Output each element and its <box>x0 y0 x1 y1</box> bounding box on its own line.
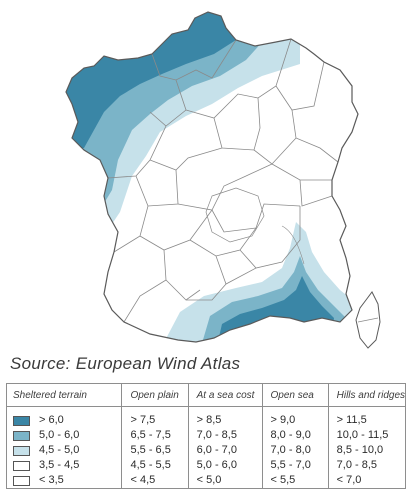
legend-value: 7,0 - 8,5 <box>336 459 377 471</box>
legend-header: At a sea cost <box>196 390 255 401</box>
legend-row: 5,0 - 6,0 <box>13 428 121 443</box>
france-map-svg <box>65 11 381 349</box>
legend-value: 6,0 - 7,0 <box>196 444 237 456</box>
region-boundaries <box>107 38 339 323</box>
legend-col-open-sea: Open sea > 9,0 8,0 - 9,0 7,0 - 8,0 5,5 -… <box>261 384 328 488</box>
legend-table: Sheltered terrain > 6,0 5,0 - 6,0 4,5 - … <box>6 383 406 489</box>
legend-row: < 3,5 <box>13 473 121 488</box>
legend-value: 5,5 - 6,5 <box>130 444 171 456</box>
legend-value: 10,0 - 11,5 <box>336 429 389 441</box>
legend-value: 4,5 - 5,5 <box>130 459 171 471</box>
legend-col-sheltered-terrain: Sheltered terrain > 6,0 5,0 - 6,0 4,5 - … <box>7 384 122 488</box>
legend-value: > 8,5 <box>196 414 222 426</box>
france-outline <box>65 11 359 343</box>
legend-header: Hills and ridges <box>336 390 406 401</box>
legend-row: 4,5 - 5,0 <box>13 443 121 458</box>
legend-header: Open plain <box>130 390 179 401</box>
legend-value: 5,0 - 6,0 <box>196 459 237 471</box>
legend-col-sea-coast: At a sea cost > 8,5 7,0 - 8,5 6,0 - 7,0 … <box>187 384 262 488</box>
legend-value: 7,0 - 8,5 <box>196 429 237 441</box>
wind-map <box>65 11 381 349</box>
legend-swatch <box>13 475 30 486</box>
legend-col-hills-ridges: Hills and ridges > 11,5 10,0 - 11,5 8,5 … <box>327 384 406 488</box>
legend-value: < 7,0 <box>336 474 362 486</box>
legend-row: 3,5 - 4,5 <box>13 458 121 473</box>
legend-value: < 5,5 <box>270 474 296 486</box>
legend-value: 3,5 - 4,5 <box>39 459 80 471</box>
legend-row: > 6,0 <box>13 413 121 428</box>
legend-value: < 4,5 <box>130 474 156 486</box>
legend-value: < 3,5 <box>39 474 64 486</box>
legend-value: 7,0 - 8,0 <box>270 444 311 456</box>
legend-value: 5,0 - 6,0 <box>39 429 80 441</box>
source-caption: Source: European Wind Atlas <box>10 354 241 373</box>
legend-swatch <box>13 460 30 471</box>
legend-value: > 6,0 <box>39 414 64 426</box>
legend-swatch <box>13 445 30 456</box>
legend-value: > 11,5 <box>336 414 367 426</box>
legend-value: 5,5 - 7,0 <box>270 459 311 471</box>
legend-value: 8,0 - 9,0 <box>270 429 311 441</box>
legend-value: > 9,0 <box>270 414 296 426</box>
legend-value: < 5,0 <box>196 474 222 486</box>
legend-swatch <box>13 430 30 441</box>
legend-swatch <box>13 415 30 426</box>
legend-value: 8,5 - 10,0 <box>336 444 384 456</box>
legend-header: Sheltered terrain <box>13 390 87 401</box>
legend-value: 4,5 - 5,0 <box>39 444 80 456</box>
legend-header: Open sea <box>270 390 314 401</box>
legend-value: 6,5 - 7,5 <box>130 429 171 441</box>
legend-col-open-plain: Open plain > 7,5 6,5 - 7,5 5,5 - 6,5 4,5… <box>121 384 188 488</box>
legend-value: > 7,5 <box>130 414 156 426</box>
